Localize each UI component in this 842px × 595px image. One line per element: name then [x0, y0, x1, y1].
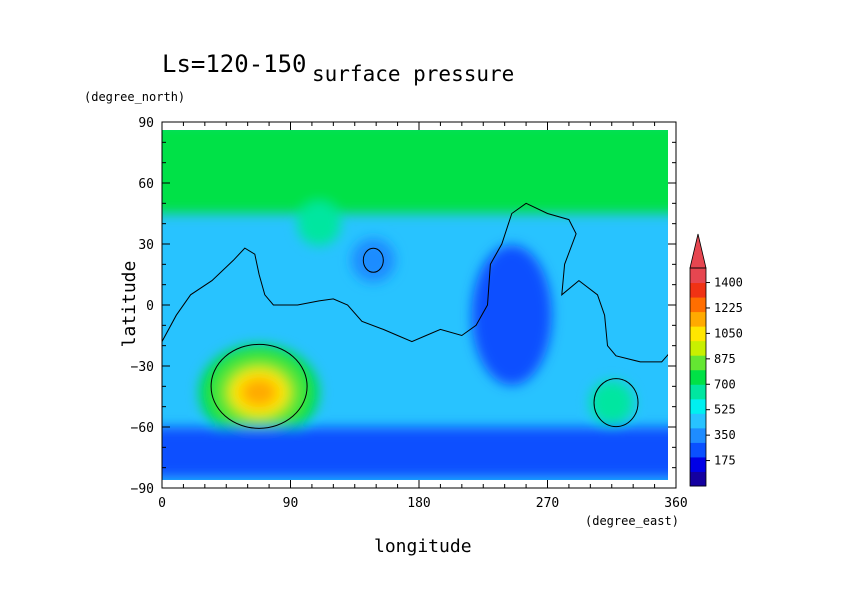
x-axis-label: longitude: [374, 536, 472, 557]
field-blob: [471, 245, 552, 386]
y-tick-label: 0: [146, 299, 154, 314]
x-axis: 0 90 180 270 360: [158, 122, 688, 511]
colorbar-segment: [690, 326, 706, 342]
colorbar-label: 1225: [714, 301, 743, 315]
x-tick-label: 270: [536, 496, 559, 511]
contour-elysium: [362, 247, 384, 273]
contour-main: [162, 202, 668, 363]
field-band: [162, 130, 668, 214]
colorbar-segment: [690, 369, 706, 385]
colorbar-segment: [690, 398, 706, 414]
chart-subtitle: Ls=120-150: [162, 50, 307, 78]
x-tick-label: 90: [283, 496, 299, 511]
contour-hellas: [210, 343, 308, 429]
contour-group: [162, 202, 668, 429]
colorbar-segment: [690, 355, 706, 371]
colorbar-segment: [690, 456, 706, 472]
colorbar-label: 1050: [714, 326, 743, 340]
y-tick-label: −60: [131, 421, 154, 436]
colorbar-frame: [689, 267, 707, 487]
contour-lines: [162, 202, 668, 429]
field-blob: [589, 380, 634, 425]
x-tick-label: 0: [158, 496, 166, 511]
y-tick-label: 90: [138, 116, 154, 131]
field-blob: [241, 378, 278, 407]
colorbar-label: 1400: [714, 276, 743, 290]
colorbar-label: 525: [714, 403, 736, 417]
contour-argyre: [593, 378, 639, 428]
colorbar-label: 700: [714, 377, 736, 391]
field-blobs: [162, 130, 668, 478]
field-blob: [297, 201, 342, 246]
colorbar-segment: [690, 442, 706, 458]
colorbar-segment: [690, 427, 706, 443]
colorbar-label: 350: [714, 428, 736, 442]
field-layer: [162, 130, 668, 480]
field-band: [162, 427, 668, 478]
colorbar-segment: [690, 297, 706, 313]
y-tick-label: −30: [131, 360, 154, 375]
colorbar-label: 175: [714, 454, 736, 468]
chart-title: surface pressure: [312, 62, 515, 86]
colorbar-segment: [690, 471, 706, 487]
colorbar-label: 875: [714, 352, 736, 366]
colorbar: 1400 1225 1050 875 700 525 350 175: [689, 233, 743, 487]
x-tick-label: 180: [407, 496, 430, 511]
y-axis: 90 60 30 0 −30 −60 −90: [131, 116, 676, 497]
x-tick-label: 360: [664, 496, 687, 511]
colorbar-segment: [690, 340, 706, 356]
y-tick-label: 60: [138, 177, 154, 192]
pressure-field: [162, 130, 668, 480]
colorbar-segment: [690, 268, 706, 284]
colorbar-segment: [690, 384, 706, 400]
y-axis-units: (degree_north): [84, 90, 186, 104]
y-tick-label: 30: [138, 238, 154, 253]
colorbar-segment: [690, 282, 706, 298]
colorbar-extend-arrow: [689, 233, 707, 269]
colorbar-segment: [690, 413, 706, 429]
field-blob: [351, 238, 396, 283]
colorbar-segment: [690, 311, 706, 327]
x-axis-units: (degree_east): [585, 514, 679, 528]
y-tick-label: −90: [131, 482, 154, 497]
